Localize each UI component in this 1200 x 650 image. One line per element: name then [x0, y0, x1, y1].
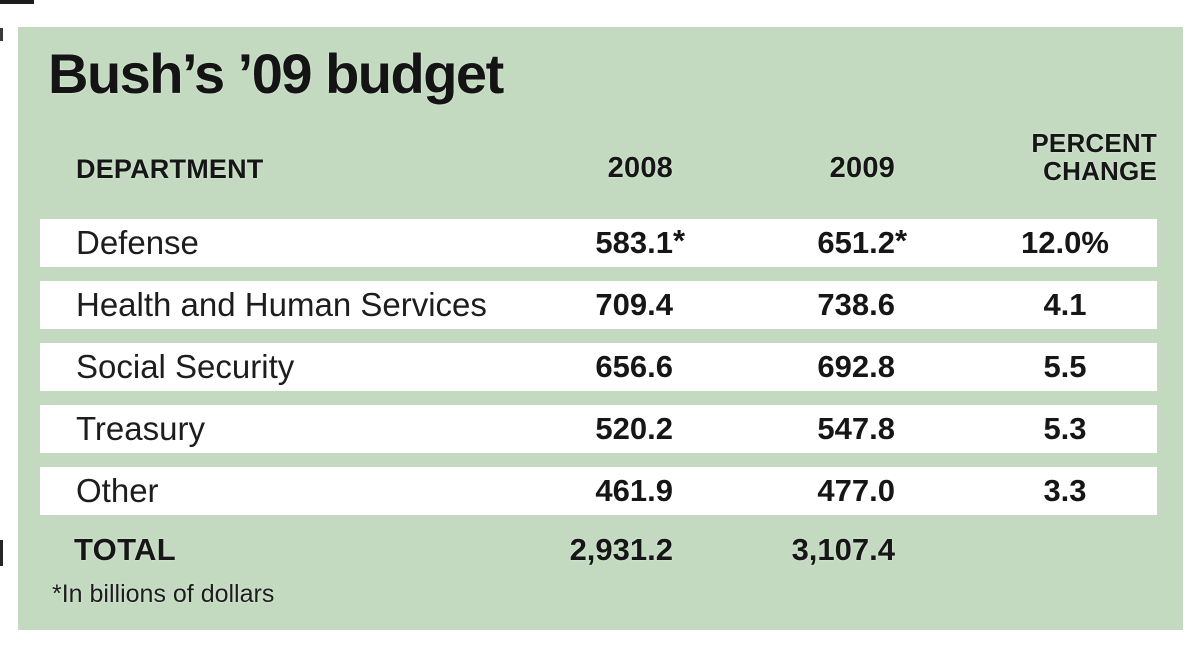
value-2008-cell: 583.1 *: [595, 222, 686, 260]
department-cell: Health and Human Services: [76, 286, 487, 323]
footnote-asterisk: *: [895, 222, 908, 258]
value-2009-cell: 651.2 *: [817, 222, 908, 260]
table-body: Defense 583.1 * 651.2 * 12.0% Health and H…: [40, 219, 1157, 515]
total-2008-cell: 2,931.2: [569, 532, 673, 567]
percent-change-cell: 4.1: [1043, 287, 1087, 322]
scan-artifact-top: [0, 0, 34, 4]
table-row-defense: Defense 583.1 * 651.2 * 12.0%: [40, 219, 1157, 267]
value-2008-cell: 520.2: [595, 411, 673, 446]
chart-title: Bush’s ’09 budget: [48, 42, 504, 105]
percent-change-cell: 12.0%: [1021, 225, 1109, 260]
table-row-treasury: Treasury 520.2 547.8 5.3: [40, 405, 1157, 453]
table-row-social-security: Social Security 656.6 692.8 5.5: [40, 343, 1157, 391]
column-header-2009: 2009: [829, 152, 895, 184]
column-header-2008: 2008: [607, 152, 673, 184]
department-cell: Defense: [76, 224, 199, 261]
column-header-department: DEPARTMENT: [76, 154, 264, 184]
scan-artifact-left-upper: [0, 28, 3, 41]
total-label: TOTAL: [74, 532, 176, 567]
percent-change-cell: 5.5: [1043, 349, 1087, 384]
value-2008-cell: 709.4: [595, 287, 673, 322]
value-2008-cell: 461.9: [595, 473, 673, 508]
percent-header-line2: CHANGE: [1043, 155, 1157, 186]
value-2008-cell: 656.6: [595, 349, 673, 384]
column-header-percent-change: PERCENT CHANGE: [895, 99, 1157, 187]
table-total-row: TOTAL 2,931.2 3,107.4: [40, 526, 1157, 574]
percent-change-cell: 3.3: [1043, 473, 1087, 508]
percent-header-line1: PERCENT: [1031, 127, 1157, 158]
percent-change-cell: 5.3: [1043, 411, 1087, 446]
footnote: *In billions of dollars: [52, 580, 275, 608]
total-2009-cell: 3,107.4: [791, 532, 895, 567]
table-row-other: Other 461.9 477.0 3.3: [40, 467, 1157, 515]
department-cell: Social Security: [76, 348, 295, 385]
table-row-hhs: Health and Human Services 709.4 738.6 4.…: [40, 281, 1157, 329]
department-cell: Other: [76, 472, 159, 509]
budget-table-panel: Bush’s ’09 budget DEPARTMENT 2008 2009 P…: [18, 27, 1183, 630]
footnote-asterisk: *: [673, 222, 686, 258]
value-2009-cell: 738.6: [817, 287, 895, 322]
scan-artifact-left-lower: [0, 540, 3, 566]
total-percent-cell: [895, 526, 1157, 574]
department-cell: Treasury: [76, 410, 205, 447]
table-header-row: DEPARTMENT 2008 2009 PERCENT CHANGE: [40, 99, 1157, 187]
value-2009-cell: 547.8: [817, 411, 895, 446]
value-2009-cell: 477.0: [817, 473, 895, 508]
value-2009-cell: 692.8: [817, 349, 895, 384]
